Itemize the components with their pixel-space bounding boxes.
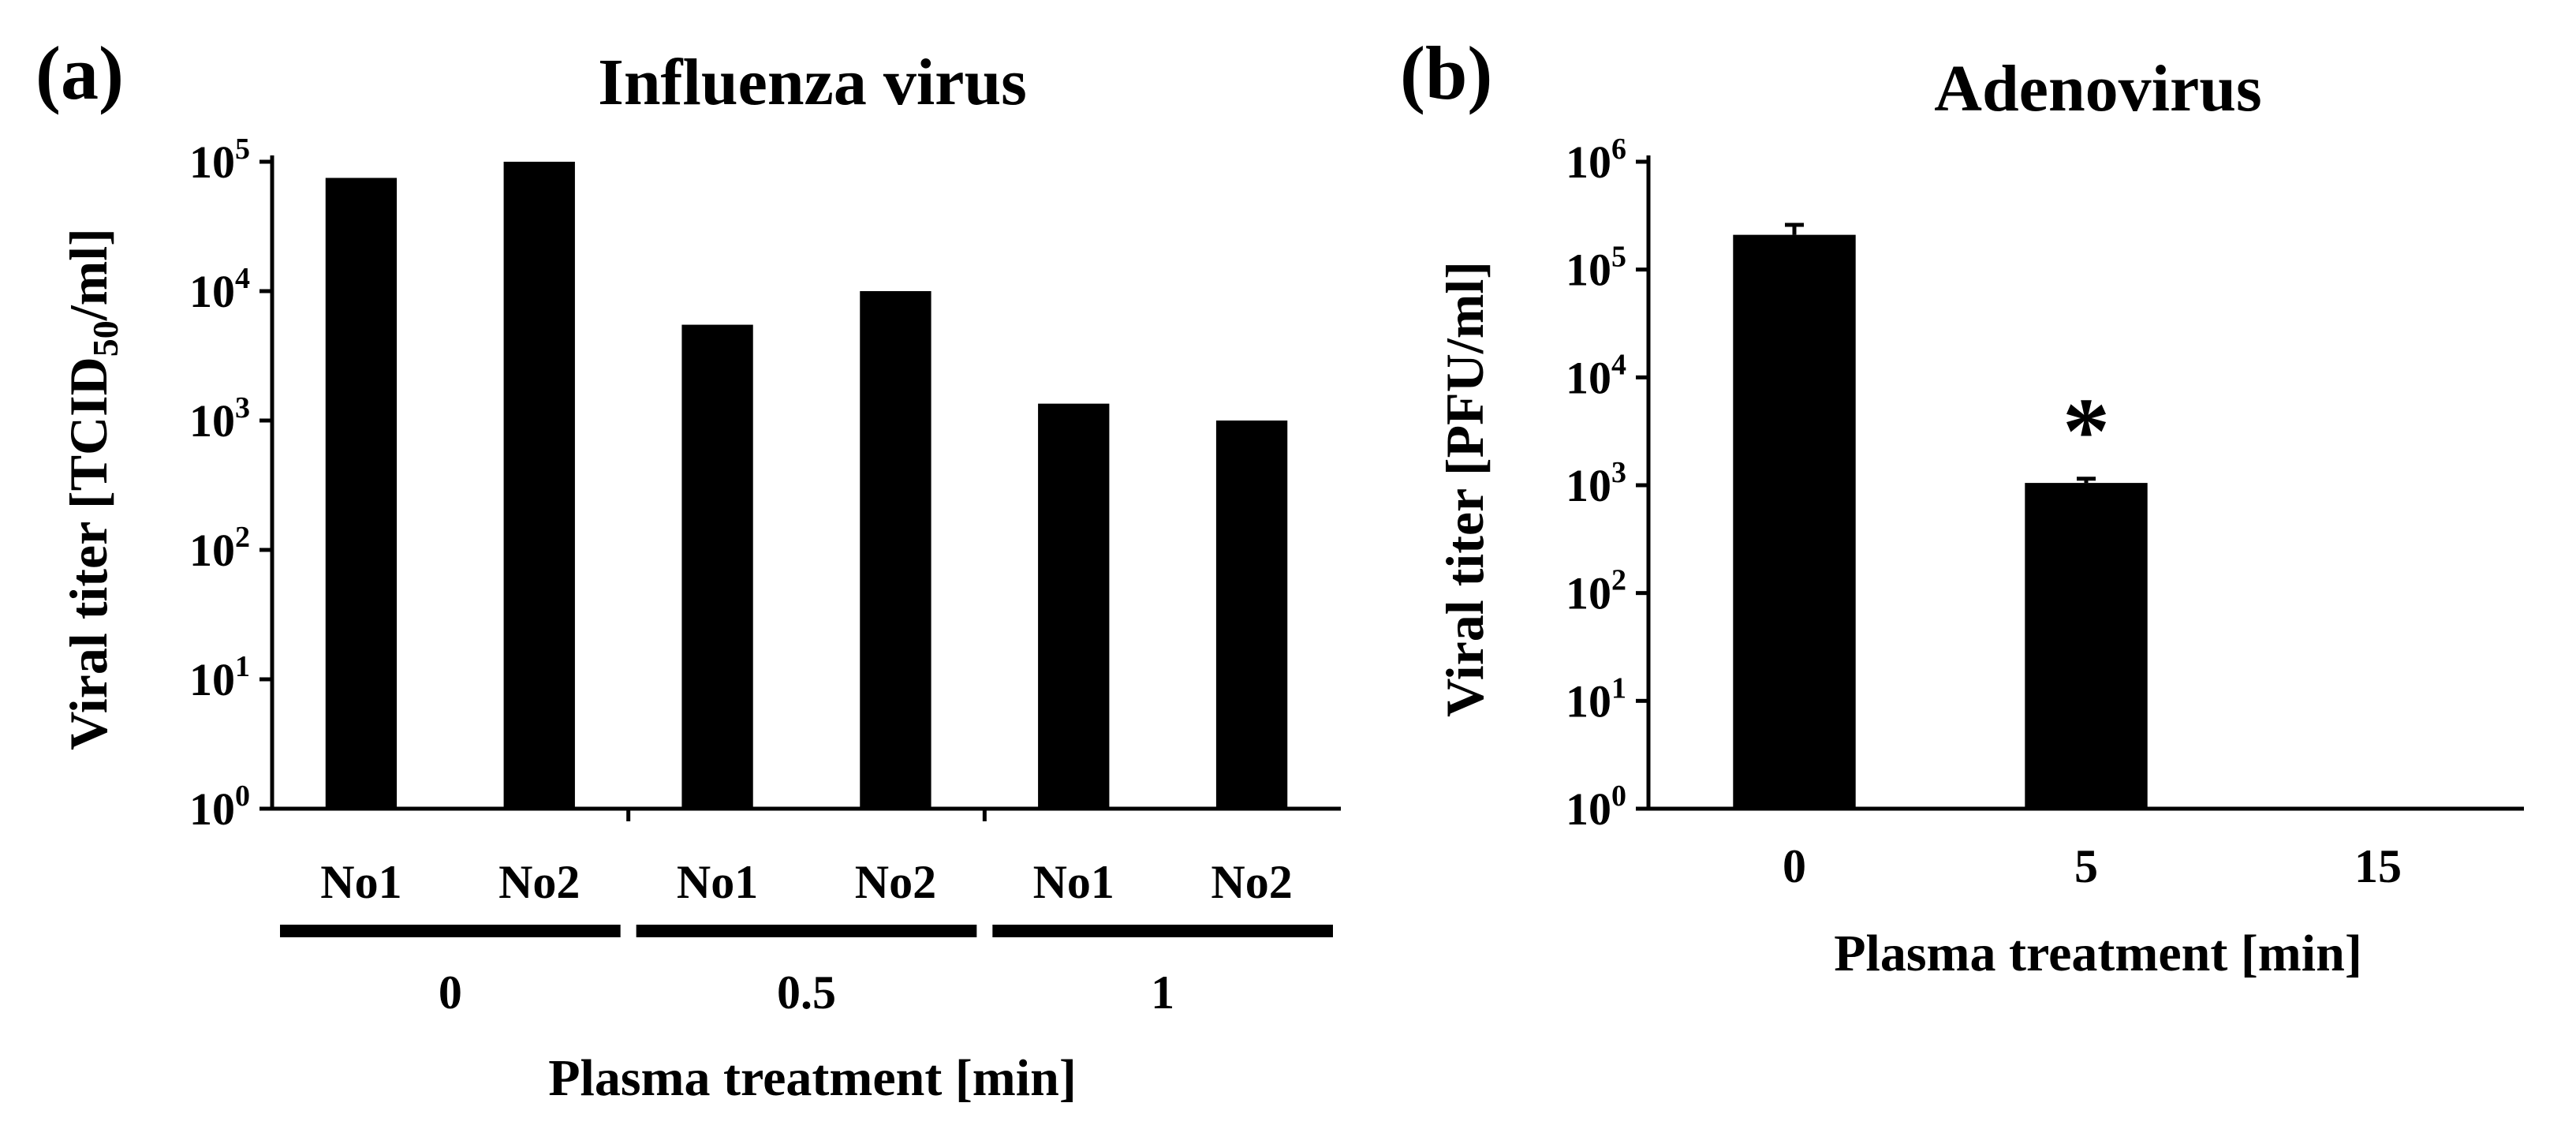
panel-b-y-ticks: 100 101 102 103 104 105 106 xyxy=(1566,133,1648,835)
panel-a-y-tick-label: 105 xyxy=(189,133,250,188)
panel-a-group-label: 0.5 xyxy=(777,966,836,1019)
panel-a-x-tick-label: No1 xyxy=(320,856,401,908)
panel-a-bar xyxy=(1215,421,1288,809)
panel-b-x-tick-label: 15 xyxy=(2354,840,2402,892)
panel-a-x-tick-label: No2 xyxy=(855,856,936,908)
panel-a-bar xyxy=(503,162,575,809)
panel-b-y-axis-label: Viral titer [PFU/ml] xyxy=(1435,261,1495,717)
panel-a-group-bar xyxy=(636,925,977,937)
panel-b-label: (b) xyxy=(1400,31,1492,115)
panel-b-y-tick-label: 100 xyxy=(1566,779,1626,835)
panel-b: (b) Adenovirus Viral titer [PFU/ml] 1001… xyxy=(1400,31,2524,982)
panel-a-y-tick-label: 100 xyxy=(189,779,250,835)
panel-a-y-ticks: 100 101 102 103 104 105 xyxy=(189,133,272,835)
panel-b-title: Adenovirus xyxy=(1934,52,2261,125)
panel-b-x-tick-label: 5 xyxy=(2074,840,2098,892)
panel-b-x-ticks: 0 5 15 xyxy=(1783,840,2402,892)
panel-a-y-tick-label: 103 xyxy=(189,391,250,447)
panel-a-groups: 0 0.5 1 xyxy=(280,925,1333,1019)
panel-b-bar xyxy=(1733,234,1856,809)
panel-b-y-tick-label: 102 xyxy=(1566,564,1626,619)
panel-b-bars xyxy=(1733,222,2148,809)
panel-a-bar xyxy=(325,178,398,809)
panel-b-y-tick-label: 101 xyxy=(1566,671,1626,727)
panel-a-x-tick-label: No1 xyxy=(1033,856,1114,908)
panel-b-y-tick-label: 105 xyxy=(1566,241,1626,296)
panel-a-ylabel-part2: /ml] xyxy=(58,228,118,321)
panel-b-y-tick-label: 106 xyxy=(1566,133,1626,188)
panel-a-y-tick-label: 104 xyxy=(189,262,250,317)
panel-b-y-tick-label: 104 xyxy=(1566,348,1626,403)
panel-a: (a) Influenza virus Viral titer [TCID50/… xyxy=(35,31,1341,1107)
panel-a-bar xyxy=(1038,403,1110,809)
panel-a-x-ticks: No1 No2 No1 No2 No1 No2 xyxy=(320,809,1293,908)
panel-b-annotations: * xyxy=(2063,379,2110,484)
panel-a-ylabel-part1: Viral titer [TCID xyxy=(58,357,118,750)
panel-a-label: (a) xyxy=(35,31,124,115)
panel-a-x-tick-label: No2 xyxy=(1211,856,1292,908)
panel-a-x-tick-label: No1 xyxy=(677,856,758,908)
panel-a-bar xyxy=(860,291,931,809)
panel-b-x-tick-label: 0 xyxy=(1783,840,1806,892)
panel-b-significance-mark: * xyxy=(2063,379,2110,484)
panel-a-x-tick-label: No2 xyxy=(498,856,580,908)
panel-a-x-axis-label: Plasma treatment [min] xyxy=(548,1049,1077,1107)
panel-b-y-tick-label: 103 xyxy=(1566,456,1626,511)
panel-b-bar xyxy=(2025,483,2148,809)
panel-a-title: Influenza virus xyxy=(598,46,1027,119)
panel-a-group-bar xyxy=(280,925,621,937)
panel-a-group-bar xyxy=(992,925,1333,937)
panel-a-bar xyxy=(681,324,753,809)
panel-a-group-label: 1 xyxy=(1151,966,1174,1019)
panel-b-x-axis-label: Plasma treatment [min] xyxy=(1834,925,2362,982)
panel-a-bars xyxy=(325,162,1288,809)
panel-a-ylabel-subscript: 50 xyxy=(85,320,125,357)
panel-a-y-tick-label: 101 xyxy=(189,650,250,705)
panel-a-y-axis-label: Viral titer [TCID50/ml] xyxy=(58,228,125,750)
panel-a-group-label: 0 xyxy=(439,966,462,1019)
panel-a-y-tick-label: 102 xyxy=(189,521,250,576)
panel-a-axes xyxy=(270,155,1341,811)
